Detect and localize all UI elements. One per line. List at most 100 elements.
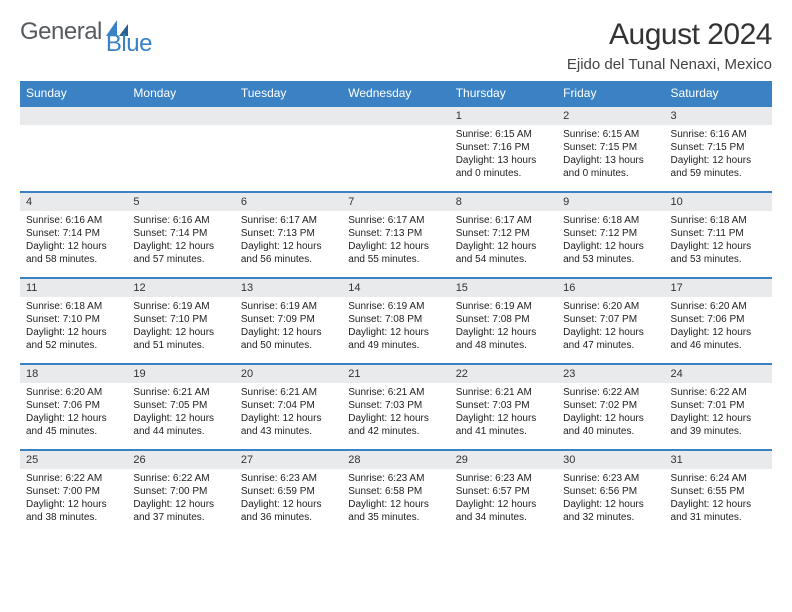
daylight-line: Daylight: 12 hours and 47 minutes. <box>563 326 658 352</box>
day-details: Sunrise: 6:21 AMSunset: 7:04 PMDaylight:… <box>235 383 342 442</box>
day-number <box>342 105 449 125</box>
day-number: 31 <box>665 449 772 469</box>
day-details: Sunrise: 6:18 AMSunset: 7:12 PMDaylight:… <box>557 211 664 270</box>
calendar-cell: 25Sunrise: 6:22 AMSunset: 7:00 PMDayligh… <box>20 449 127 535</box>
day-header-saturday: Saturday <box>665 81 772 105</box>
daylight-line: Daylight: 12 hours and 38 minutes. <box>26 498 121 524</box>
sunrise-line: Sunrise: 6:21 AM <box>348 386 443 399</box>
day-header-wednesday: Wednesday <box>342 81 449 105</box>
calendar-table: SundayMondayTuesdayWednesdayThursdayFrid… <box>20 81 772 535</box>
sunrise-line: Sunrise: 6:23 AM <box>563 472 658 485</box>
calendar-cell: 2Sunrise: 6:15 AMSunset: 7:15 PMDaylight… <box>557 105 664 191</box>
daylight-line: Daylight: 12 hours and 43 minutes. <box>241 412 336 438</box>
calendar-cell: 3Sunrise: 6:16 AMSunset: 7:15 PMDaylight… <box>665 105 772 191</box>
sunrise-line: Sunrise: 6:20 AM <box>671 300 766 313</box>
sunrise-line: Sunrise: 6:19 AM <box>133 300 228 313</box>
calendar-cell <box>20 105 127 191</box>
day-details: Sunrise: 6:21 AMSunset: 7:03 PMDaylight:… <box>342 383 449 442</box>
sunset-line: Sunset: 7:06 PM <box>26 399 121 412</box>
sunrise-line: Sunrise: 6:23 AM <box>348 472 443 485</box>
calendar-week-row: 18Sunrise: 6:20 AMSunset: 7:06 PMDayligh… <box>20 363 772 449</box>
sunrise-line: Sunrise: 6:15 AM <box>456 128 551 141</box>
calendar-cell: 9Sunrise: 6:18 AMSunset: 7:12 PMDaylight… <box>557 191 664 277</box>
calendar-header-row: SundayMondayTuesdayWednesdayThursdayFrid… <box>20 81 772 105</box>
calendar-cell: 18Sunrise: 6:20 AMSunset: 7:06 PMDayligh… <box>20 363 127 449</box>
daylight-line: Daylight: 12 hours and 55 minutes. <box>348 240 443 266</box>
day-header-thursday: Thursday <box>450 81 557 105</box>
sunset-line: Sunset: 7:13 PM <box>241 227 336 240</box>
daylight-line: Daylight: 12 hours and 32 minutes. <box>563 498 658 524</box>
day-number: 29 <box>450 449 557 469</box>
day-number: 28 <box>342 449 449 469</box>
day-number: 9 <box>557 191 664 211</box>
title-block: August 2024 Ejido del Tunal Nenaxi, Mexi… <box>567 18 772 73</box>
daylight-line: Daylight: 12 hours and 54 minutes. <box>456 240 551 266</box>
day-number: 8 <box>450 191 557 211</box>
sunrise-line: Sunrise: 6:16 AM <box>671 128 766 141</box>
day-number: 26 <box>127 449 234 469</box>
day-details: Sunrise: 6:23 AMSunset: 6:56 PMDaylight:… <box>557 469 664 528</box>
day-details: Sunrise: 6:15 AMSunset: 7:15 PMDaylight:… <box>557 125 664 184</box>
day-number: 22 <box>450 363 557 383</box>
calendar-cell: 23Sunrise: 6:22 AMSunset: 7:02 PMDayligh… <box>557 363 664 449</box>
day-details <box>20 125 127 132</box>
daylight-line: Daylight: 12 hours and 34 minutes. <box>456 498 551 524</box>
day-details: Sunrise: 6:20 AMSunset: 7:06 PMDaylight:… <box>20 383 127 442</box>
day-number: 6 <box>235 191 342 211</box>
sunset-line: Sunset: 7:01 PM <box>671 399 766 412</box>
sunrise-line: Sunrise: 6:19 AM <box>348 300 443 313</box>
day-details: Sunrise: 6:20 AMSunset: 7:06 PMDaylight:… <box>665 297 772 356</box>
day-number: 18 <box>20 363 127 383</box>
daylight-line: Daylight: 12 hours and 57 minutes. <box>133 240 228 266</box>
day-header-monday: Monday <box>127 81 234 105</box>
sunset-line: Sunset: 7:14 PM <box>133 227 228 240</box>
daylight-line: Daylight: 12 hours and 50 minutes. <box>241 326 336 352</box>
calendar-cell: 30Sunrise: 6:23 AMSunset: 6:56 PMDayligh… <box>557 449 664 535</box>
daylight-line: Daylight: 12 hours and 44 minutes. <box>133 412 228 438</box>
calendar-cell: 7Sunrise: 6:17 AMSunset: 7:13 PMDaylight… <box>342 191 449 277</box>
logo-text-blue: Blue <box>106 30 152 58</box>
day-number: 19 <box>127 363 234 383</box>
calendar-week-row: 1Sunrise: 6:15 AMSunset: 7:16 PMDaylight… <box>20 105 772 191</box>
sunset-line: Sunset: 7:03 PM <box>348 399 443 412</box>
day-details: Sunrise: 6:16 AMSunset: 7:15 PMDaylight:… <box>665 125 772 184</box>
calendar-cell: 22Sunrise: 6:21 AMSunset: 7:03 PMDayligh… <box>450 363 557 449</box>
day-number <box>235 105 342 125</box>
header: General Blue August 2024 Ejido del Tunal… <box>20 18 772 73</box>
daylight-line: Daylight: 12 hours and 45 minutes. <box>26 412 121 438</box>
sunset-line: Sunset: 7:16 PM <box>456 141 551 154</box>
day-number: 4 <box>20 191 127 211</box>
calendar-cell: 26Sunrise: 6:22 AMSunset: 7:00 PMDayligh… <box>127 449 234 535</box>
daylight-line: Daylight: 12 hours and 51 minutes. <box>133 326 228 352</box>
daylight-line: Daylight: 12 hours and 48 minutes. <box>456 326 551 352</box>
sunrise-line: Sunrise: 6:18 AM <box>563 214 658 227</box>
day-details: Sunrise: 6:15 AMSunset: 7:16 PMDaylight:… <box>450 125 557 184</box>
sunrise-line: Sunrise: 6:16 AM <box>133 214 228 227</box>
calendar-cell: 24Sunrise: 6:22 AMSunset: 7:01 PMDayligh… <box>665 363 772 449</box>
sunset-line: Sunset: 7:08 PM <box>348 313 443 326</box>
day-number: 25 <box>20 449 127 469</box>
day-number: 30 <box>557 449 664 469</box>
daylight-line: Daylight: 12 hours and 59 minutes. <box>671 154 766 180</box>
sunrise-line: Sunrise: 6:18 AM <box>26 300 121 313</box>
daylight-line: Daylight: 12 hours and 46 minutes. <box>671 326 766 352</box>
sunrise-line: Sunrise: 6:17 AM <box>348 214 443 227</box>
day-number: 24 <box>665 363 772 383</box>
day-number: 1 <box>450 105 557 125</box>
sunrise-line: Sunrise: 6:17 AM <box>456 214 551 227</box>
day-header-tuesday: Tuesday <box>235 81 342 105</box>
day-details: Sunrise: 6:23 AMSunset: 6:59 PMDaylight:… <box>235 469 342 528</box>
calendar-cell: 5Sunrise: 6:16 AMSunset: 7:14 PMDaylight… <box>127 191 234 277</box>
sunrise-line: Sunrise: 6:24 AM <box>671 472 766 485</box>
sunset-line: Sunset: 7:10 PM <box>133 313 228 326</box>
sunset-line: Sunset: 7:15 PM <box>563 141 658 154</box>
day-number: 10 <box>665 191 772 211</box>
daylight-line: Daylight: 12 hours and 56 minutes. <box>241 240 336 266</box>
daylight-line: Daylight: 12 hours and 35 minutes. <box>348 498 443 524</box>
calendar-cell: 4Sunrise: 6:16 AMSunset: 7:14 PMDaylight… <box>20 191 127 277</box>
day-details: Sunrise: 6:22 AMSunset: 7:00 PMDaylight:… <box>127 469 234 528</box>
day-details: Sunrise: 6:22 AMSunset: 7:00 PMDaylight:… <box>20 469 127 528</box>
logo-text-general: General <box>20 18 102 46</box>
day-details <box>127 125 234 132</box>
daylight-line: Daylight: 12 hours and 40 minutes. <box>563 412 658 438</box>
